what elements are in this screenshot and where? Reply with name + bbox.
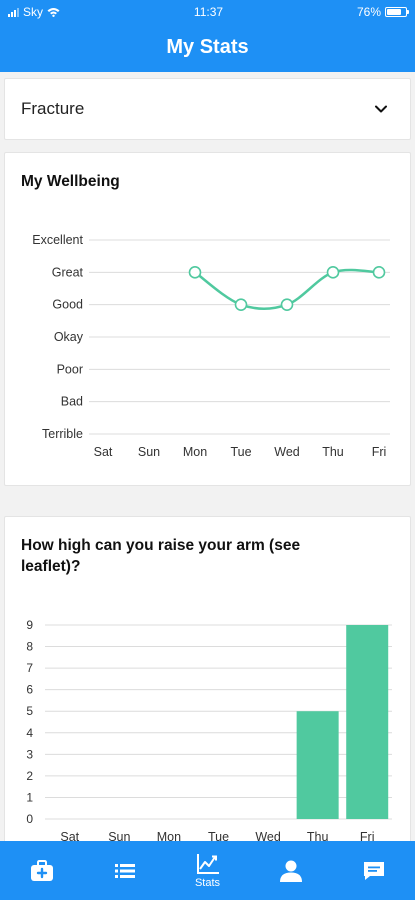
tab-stats-label: Stats <box>194 877 221 889</box>
wellbeing-title: My Wellbeing <box>21 173 120 190</box>
arm-raise-bar-chart: 0 1 2 3 4 5 6 7 8 9 Sat Sun Mon Tue Wed Thu Fri <box>26 618 392 844</box>
signal-icon <box>8 7 19 17</box>
condition-dropdown-value: Fracture <box>21 99 85 118</box>
tab-profile[interactable] <box>261 846 321 896</box>
condition-dropdown[interactable]: Fracture <box>4 78 411 140</box>
x-tick-label: Wed <box>255 830 281 844</box>
y-tick-label: Good <box>52 298 83 312</box>
data-point <box>326 266 340 279</box>
status-time: 11:37 <box>193 5 224 19</box>
arm-raise-card: How high can you raise your arm (see lea… <box>4 516 411 846</box>
medical-kit-icon <box>30 859 53 881</box>
carrier-name: Sky <box>23 5 44 19</box>
profile-icon <box>279 860 302 882</box>
bottom-tab-bar: Stats <box>0 841 415 900</box>
y-tick-label: 6 <box>26 683 33 697</box>
y-tick-label: Great <box>52 265 84 279</box>
y-tick-label: 7 <box>26 661 33 675</box>
wifi-icon <box>47 8 60 17</box>
x-tick-label: Sun <box>138 445 160 459</box>
y-tick-label: 0 <box>26 812 33 826</box>
battery-icon <box>385 7 409 17</box>
status-bar: Sky 11:37 76% <box>0 0 415 24</box>
x-tick-label: Sat <box>60 830 79 844</box>
app-header: Sky 11:37 76% My Stats <box>0 0 415 72</box>
wellbeing-card: My Wellbeing Terrible Bad Poor Okay Good Grea… <box>4 152 411 486</box>
y-tick-label: Terrible <box>42 427 83 441</box>
y-tick-label: Okay <box>54 330 84 344</box>
data-point <box>280 298 294 311</box>
y-tick-label: 9 <box>26 618 33 632</box>
x-tick-label: Tue <box>208 830 229 844</box>
chat-icon <box>363 861 384 880</box>
bar <box>296 711 339 819</box>
battery-percent: 76% <box>356 5 381 19</box>
x-tick-label: Sat <box>94 445 113 459</box>
data-point <box>372 266 386 279</box>
wellbeing-line-chart: Terrible Bad Poor Okay Good Great Excellent Sat… <box>32 233 390 459</box>
x-tick-label: Fri <box>372 445 387 459</box>
list-icon <box>114 863 135 878</box>
y-tick-label: 2 <box>26 769 33 783</box>
x-tick-label: Mon <box>183 445 207 459</box>
x-tick-label: Tue <box>230 445 251 459</box>
x-tick-label: Fri <box>360 830 375 844</box>
tab-treatment[interactable] <box>12 846 72 896</box>
data-point <box>234 298 248 311</box>
arm-raise-title: How high can you raise your arm (see lea… <box>21 537 301 575</box>
y-tick-label: 4 <box>26 726 33 740</box>
tab-stats[interactable]: Stats <box>178 846 238 896</box>
chart-icon <box>196 854 219 874</box>
y-tick-label: Bad <box>61 395 83 409</box>
chevron-down-icon <box>375 105 387 113</box>
tab-list[interactable] <box>95 846 155 896</box>
x-tick-label: Thu <box>322 445 344 459</box>
y-tick-label: 3 <box>26 747 33 761</box>
bar <box>346 625 389 819</box>
tab-messages[interactable] <box>344 846 404 896</box>
y-tick-label: Poor <box>57 362 83 376</box>
x-tick-label: Sun <box>108 830 130 844</box>
x-tick-label: Wed <box>274 445 300 459</box>
x-tick-label: Mon <box>157 830 181 844</box>
y-tick-label: 8 <box>26 640 33 654</box>
data-point <box>188 266 202 279</box>
page-title: My Stats <box>166 36 249 58</box>
y-tick-label: 1 <box>26 790 33 804</box>
x-tick-label: Thu <box>307 830 329 844</box>
y-tick-label: 5 <box>26 704 33 718</box>
y-tick-label: Excellent <box>32 233 83 247</box>
